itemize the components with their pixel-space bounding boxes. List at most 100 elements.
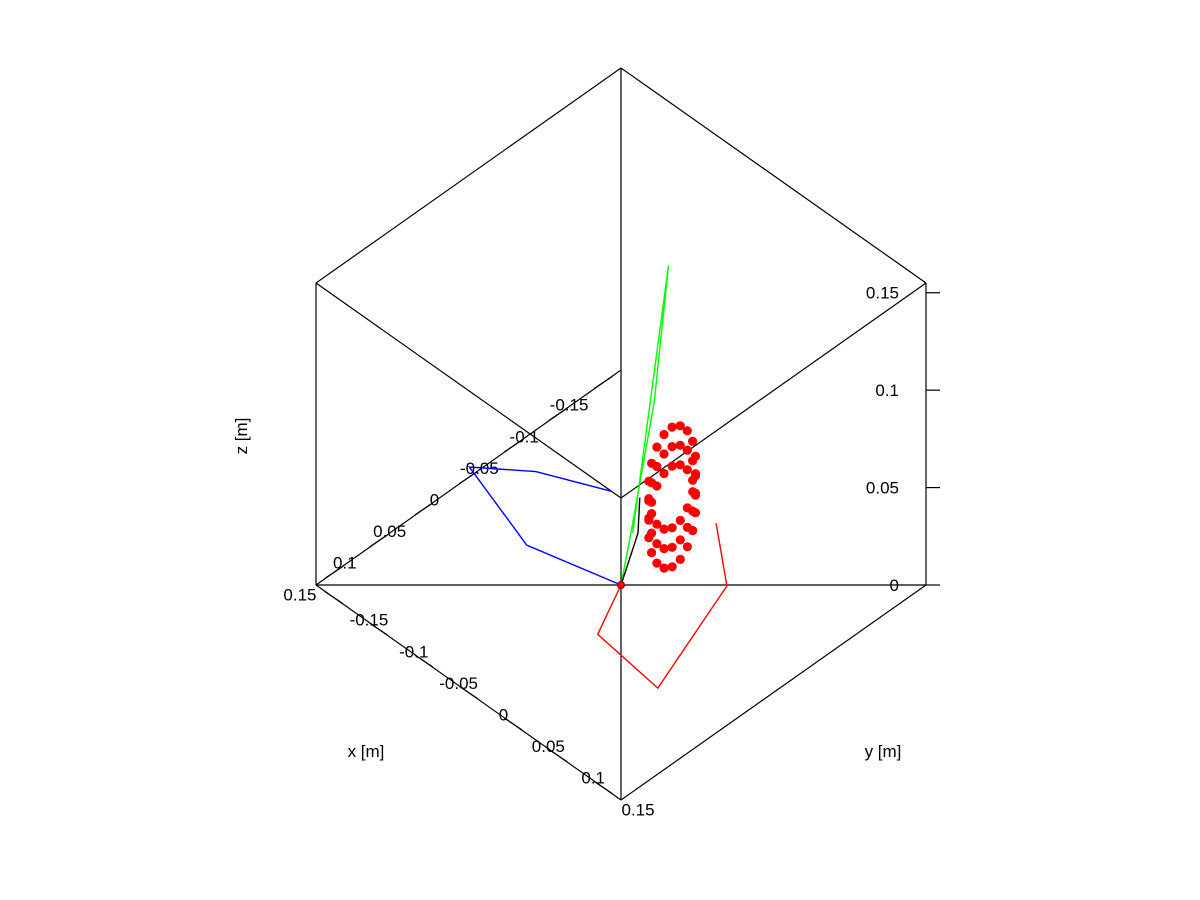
data-point bbox=[690, 451, 701, 461]
data-point bbox=[644, 476, 654, 486]
data-point bbox=[647, 508, 657, 519]
x-tick bbox=[414, 508, 424, 516]
data-point bbox=[682, 426, 692, 436]
z-tick-label: 0 bbox=[890, 576, 899, 595]
data-point bbox=[652, 442, 662, 452]
data-point bbox=[682, 445, 692, 455]
x-tick bbox=[468, 471, 478, 478]
y-tick bbox=[504, 717, 514, 725]
data-point bbox=[647, 548, 657, 558]
x-tick bbox=[423, 502, 433, 510]
data-point bbox=[652, 519, 662, 529]
data-point bbox=[682, 503, 693, 513]
x-tick bbox=[593, 382, 604, 390]
y-tick-label: 0.05 bbox=[532, 737, 565, 756]
x-tick bbox=[602, 376, 613, 384]
x-tick bbox=[333, 565, 344, 573]
x-tick bbox=[548, 413, 559, 421]
x-tick-label: -0.1 bbox=[510, 427, 539, 446]
x-tick-label: 0.15 bbox=[283, 585, 316, 604]
data-point bbox=[652, 558, 662, 568]
data-point bbox=[667, 542, 677, 552]
data-point bbox=[644, 494, 654, 504]
data-point bbox=[659, 449, 669, 459]
y-tick bbox=[333, 597, 344, 605]
series-line bbox=[467, 466, 622, 586]
data-point bbox=[688, 487, 698, 497]
x-tick bbox=[459, 477, 469, 484]
y-tick bbox=[593, 780, 604, 788]
data-point bbox=[682, 542, 693, 552]
x-tick bbox=[504, 445, 514, 453]
data-series bbox=[467, 265, 728, 690]
data-point bbox=[667, 461, 677, 471]
x-tick-label: 0.1 bbox=[333, 554, 357, 573]
data-point bbox=[675, 554, 685, 565]
x-axis-label: x [m] bbox=[348, 742, 385, 761]
y-tick bbox=[414, 654, 424, 662]
x-tick-label: 0 bbox=[430, 491, 439, 510]
data-point bbox=[667, 422, 677, 432]
x-tick bbox=[513, 439, 523, 447]
y-tick bbox=[324, 591, 335, 599]
y-tick bbox=[557, 755, 568, 763]
z-tick-label: 0.05 bbox=[866, 479, 899, 498]
data-point bbox=[667, 442, 677, 452]
y-tick bbox=[459, 686, 469, 693]
y-tick-label: -0.15 bbox=[350, 611, 389, 630]
y-tick bbox=[548, 749, 559, 757]
x-tick bbox=[557, 407, 568, 415]
y-tick bbox=[423, 660, 433, 668]
series-line bbox=[620, 265, 670, 586]
y-tick-label: 0.1 bbox=[581, 769, 605, 788]
axis-ticks: -0.15-0.1-0.0500.050.10.15-0.15-0.1-0.05… bbox=[283, 284, 940, 819]
data-point bbox=[659, 468, 669, 479]
data-point bbox=[659, 524, 669, 534]
x-tick-label: 0.05 bbox=[373, 522, 406, 541]
x-tick-label: -0.15 bbox=[550, 396, 589, 415]
data-point bbox=[675, 515, 685, 526]
axes-box bbox=[315, 67, 927, 801]
data-point bbox=[652, 539, 662, 549]
y-tick-label: -0.1 bbox=[399, 642, 428, 661]
y-axis-label: y [m] bbox=[865, 742, 902, 761]
box-edge bbox=[620, 67, 927, 284]
y-tick-label: -0.05 bbox=[439, 674, 478, 693]
y-tick-label: 0.15 bbox=[622, 800, 655, 819]
data-point bbox=[659, 563, 669, 573]
box-edge bbox=[620, 584, 927, 801]
y-tick bbox=[513, 723, 523, 731]
y-tick bbox=[369, 622, 380, 630]
data-point bbox=[675, 535, 685, 545]
z-axis-label: z [m] bbox=[232, 418, 251, 455]
data-point bbox=[682, 465, 692, 475]
data-point bbox=[667, 562, 677, 572]
y-tick-label: 0 bbox=[499, 706, 508, 725]
data-point bbox=[617, 581, 625, 589]
box-edge bbox=[315, 67, 622, 284]
data-point bbox=[675, 440, 685, 450]
y-tick bbox=[602, 786, 613, 794]
data-point bbox=[647, 458, 657, 468]
data-point bbox=[659, 544, 669, 554]
data-point bbox=[688, 436, 698, 446]
series-line bbox=[596, 523, 728, 690]
y-tick bbox=[468, 692, 478, 699]
y-tick bbox=[378, 628, 389, 636]
z-tick-label: 0.1 bbox=[875, 381, 899, 400]
series-line bbox=[620, 497, 641, 586]
x-tick bbox=[324, 571, 335, 579]
data-point bbox=[667, 523, 677, 533]
z-tick-label: 0.15 bbox=[866, 284, 899, 303]
data-point bbox=[690, 469, 701, 479]
x-tick bbox=[369, 540, 380, 548]
x-tick bbox=[378, 534, 389, 542]
data-point bbox=[675, 460, 685, 470]
data-point bbox=[675, 421, 685, 431]
axis-labels: x [m] y [m] z [m] bbox=[232, 418, 901, 761]
data-point bbox=[659, 429, 669, 440]
box-edge bbox=[315, 282, 622, 499]
data-point bbox=[647, 528, 657, 538]
data-point bbox=[682, 522, 693, 533]
